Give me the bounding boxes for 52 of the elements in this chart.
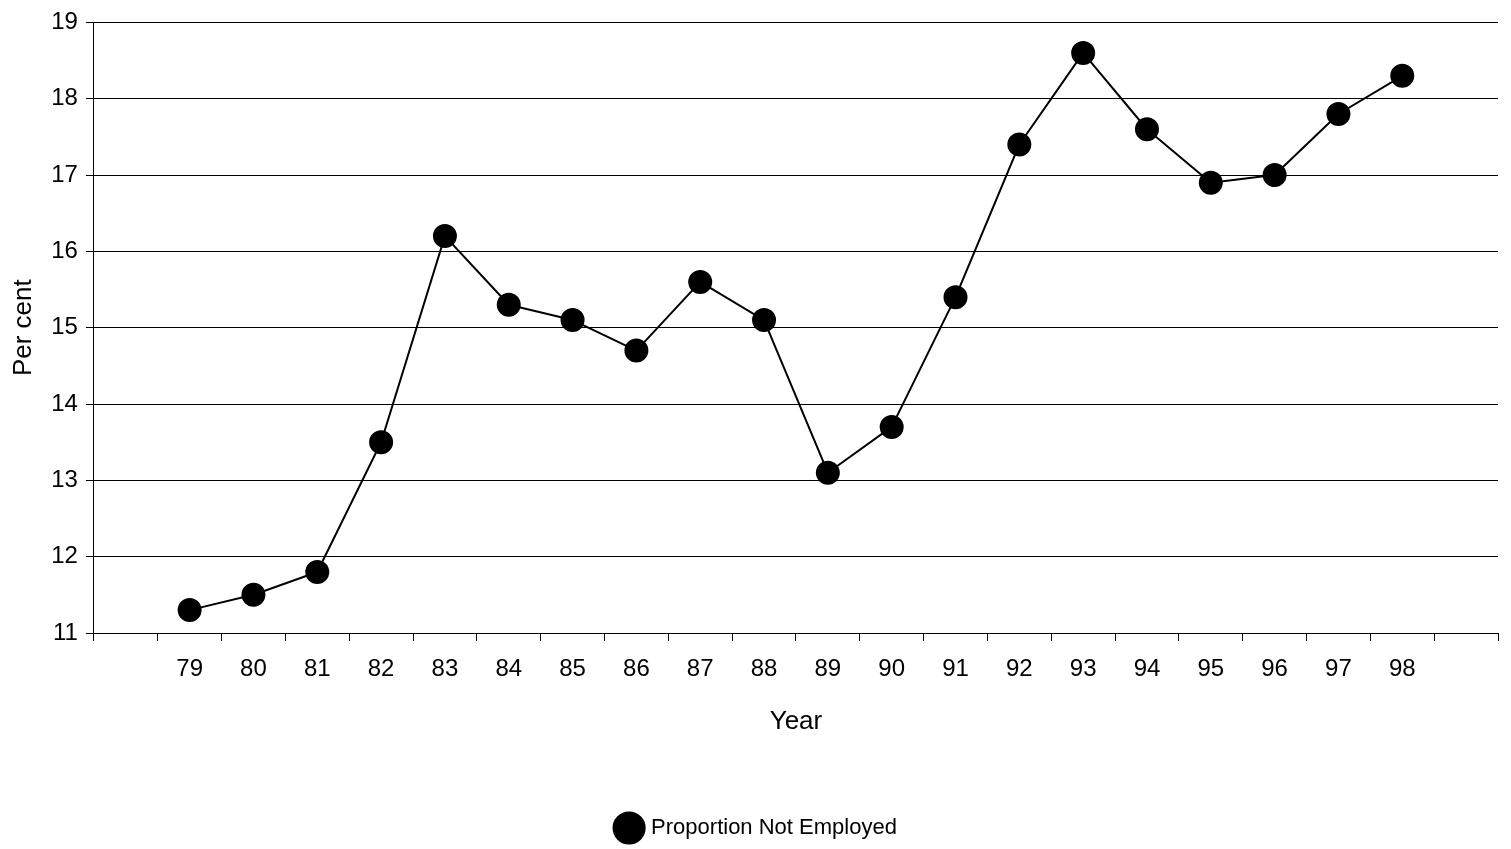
point xyxy=(560,308,585,333)
x-tick-label: 81 xyxy=(303,654,331,682)
x-tick-label: 80 xyxy=(240,654,267,682)
point xyxy=(1262,163,1287,188)
point xyxy=(241,582,266,607)
x-tick-label: 91 xyxy=(942,654,969,682)
point xyxy=(688,269,713,294)
point xyxy=(1390,63,1415,88)
y-axis-title: Per cent xyxy=(6,278,37,377)
point xyxy=(305,559,330,584)
point xyxy=(1134,117,1159,142)
x-tick-label: 85 xyxy=(559,654,586,682)
point xyxy=(1198,170,1223,195)
x-tick-label: 94 xyxy=(1133,654,1161,682)
point xyxy=(815,460,840,485)
x-tick-label: 86 xyxy=(623,654,650,682)
y-tick-label: 14 xyxy=(51,388,78,416)
point xyxy=(752,308,777,333)
x-tick-label: 88 xyxy=(750,654,778,682)
point xyxy=(943,285,968,310)
point xyxy=(1007,132,1032,157)
y-tick-label: 18 xyxy=(51,83,78,111)
legend-label: Proportion Not Employed xyxy=(651,814,897,840)
x-tick-label: 89 xyxy=(814,654,842,682)
x-tick-label: 96 xyxy=(1261,654,1288,682)
x-tick-label: 97 xyxy=(1325,654,1352,682)
x-tick-label: 84 xyxy=(495,654,523,682)
point xyxy=(879,414,904,439)
point xyxy=(432,224,457,249)
point xyxy=(1326,101,1351,126)
x-tick-label: 95 xyxy=(1197,654,1225,682)
x-tick-label: 79 xyxy=(176,654,203,682)
x-tick-label: 82 xyxy=(367,654,395,682)
point xyxy=(369,430,394,455)
y-tick-label: 16 xyxy=(51,236,78,263)
x-tick-label: 87 xyxy=(686,654,714,682)
point xyxy=(177,598,202,623)
point xyxy=(496,292,521,317)
point xyxy=(624,338,649,363)
point xyxy=(1071,40,1096,65)
y-tick-label: 13 xyxy=(51,464,78,492)
x-axis-title: Year xyxy=(769,704,823,735)
y-tick-label: 19 xyxy=(51,7,78,35)
x-tick-label: 92 xyxy=(1005,654,1033,682)
y-tick-label: 12 xyxy=(51,541,78,569)
x-tick-label: 93 xyxy=(1069,654,1097,682)
y-tick-label: 11 xyxy=(52,617,78,645)
y-tick-label: 17 xyxy=(51,159,78,187)
y-tick-label: 15 xyxy=(51,312,78,340)
x-tick-label: 98 xyxy=(1388,654,1416,682)
x-tick-label: 83 xyxy=(431,654,459,682)
x-tick-label: 90 xyxy=(878,654,906,682)
